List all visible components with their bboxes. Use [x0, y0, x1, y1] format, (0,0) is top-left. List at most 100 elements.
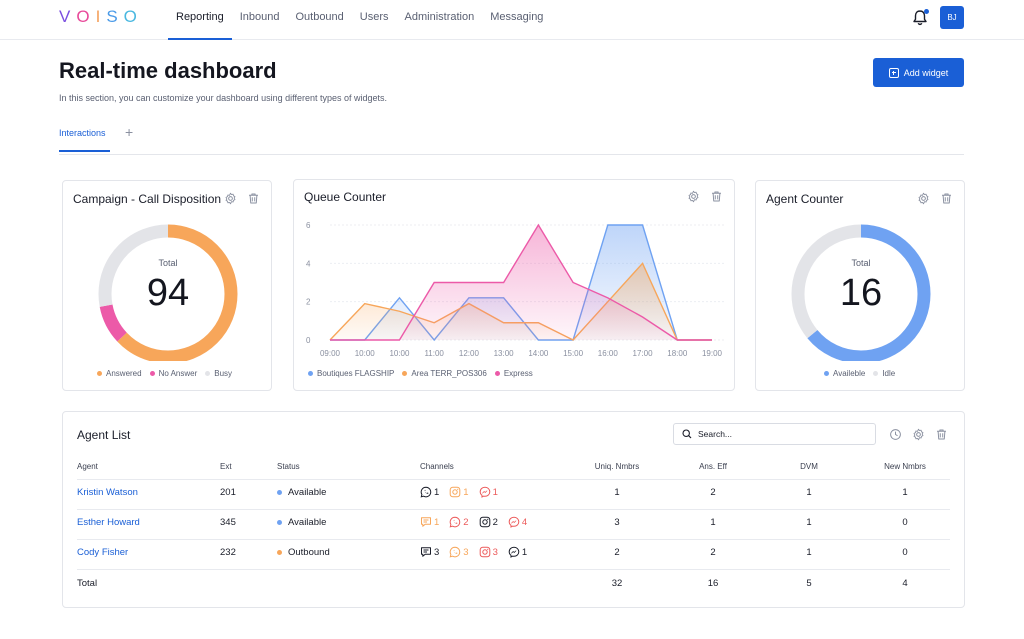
- metric-new: 0: [902, 517, 908, 528]
- whatsapp-icon: [420, 486, 432, 498]
- legend-dot: [149, 371, 155, 376]
- search-input[interactable]: [698, 429, 868, 439]
- campaign-legend: Answered No Answer Busy: [97, 369, 232, 378]
- gear-icon[interactable]: [917, 192, 930, 205]
- gear-icon[interactable]: [224, 192, 237, 205]
- status-label: Available: [288, 517, 327, 528]
- legend-dot: [308, 371, 313, 376]
- widget-actions: [687, 190, 723, 203]
- agent-search-box[interactable]: [673, 423, 876, 445]
- clock-history-icon[interactable]: [889, 428, 902, 441]
- agent-counter-legend: Availeble Idle: [824, 369, 895, 378]
- notifications-bell-icon[interactable]: [910, 8, 930, 28]
- metric-new: 1: [902, 487, 908, 498]
- add-widget-button[interactable]: Add widget: [873, 58, 964, 87]
- column-header: Agent: [77, 462, 98, 471]
- gear-icon[interactable]: [912, 428, 925, 441]
- tab-interactions[interactable]: Interactions: [59, 128, 110, 152]
- agent-counter-widget: Agent Counter Total 16 Availeble Idle: [755, 180, 965, 391]
- x-tick-label: 16:00: [598, 349, 619, 358]
- instagram-icon: [479, 546, 491, 558]
- logo-letter: O: [76, 7, 96, 26]
- series-area-2: [330, 225, 712, 340]
- logo-letter: S: [106, 7, 124, 26]
- trash-icon[interactable]: [940, 192, 953, 205]
- legend-dot: [824, 371, 829, 376]
- channel-item[interactable]: 1: [479, 486, 498, 498]
- row-divider: [77, 509, 950, 510]
- legend-label: Boutiques FLAGSHIP: [317, 369, 395, 378]
- legend-dot: [205, 371, 211, 376]
- total-ans-eff: 16: [707, 578, 719, 589]
- nav-item-messaging[interactable]: Messaging: [490, 11, 544, 23]
- status-label: Available: [288, 487, 327, 498]
- nav-item-reporting[interactable]: Reporting: [168, 0, 232, 40]
- column-header: DVM: [800, 462, 818, 471]
- row-divider: [77, 569, 950, 570]
- agent-name-link[interactable]: Cody Fisher: [77, 547, 129, 558]
- channel-item[interactable]: 1: [420, 516, 439, 528]
- channel-count: 3: [463, 546, 469, 558]
- channel-count: 1: [434, 516, 440, 528]
- legend-item: Idle: [873, 369, 895, 378]
- metric-uniq: 3: [614, 517, 620, 528]
- agent-counter-donut-chart: [791, 224, 931, 361]
- legend-item: Answered: [97, 369, 142, 378]
- widget-title: Agent Counter: [766, 192, 844, 206]
- agent-name-link[interactable]: Esther Howard: [77, 517, 140, 528]
- status-dot: [277, 550, 282, 555]
- column-header: Uniq. Nmbrs: [594, 462, 640, 471]
- x-tick-label: 17:00: [633, 349, 654, 358]
- channel-item[interactable]: 2: [479, 516, 498, 528]
- x-tick-label: 14:00: [528, 349, 549, 358]
- metric-dvm: 1: [806, 517, 812, 528]
- legend-label: Express: [503, 369, 533, 378]
- agent-channels: 3 3 3 1: [420, 546, 527, 558]
- channel-item[interactable]: 1: [508, 546, 527, 558]
- channel-item[interactable]: 3: [420, 546, 439, 558]
- total-label: Total: [77, 578, 98, 589]
- queue-counter-widget: Queue Counter 0 2 4 6 09:00 10:00 10:00 11:00 12…: [293, 179, 735, 391]
- page-title: Real-time dashboard: [59, 58, 277, 83]
- add-tab-button[interactable]: +: [125, 124, 134, 140]
- trash-icon[interactable]: [247, 192, 260, 205]
- logo-letter: V: [59, 7, 77, 26]
- trash-icon[interactable]: [710, 190, 723, 203]
- agent-total-value: 16: [839, 272, 883, 314]
- trash-icon[interactable]: [935, 428, 948, 441]
- gear-icon[interactable]: [687, 190, 700, 203]
- user-avatar[interactable]: BJ: [940, 6, 964, 29]
- nav-item-inbound[interactable]: Inbound: [239, 11, 280, 23]
- nav-item-users[interactable]: Users: [359, 11, 389, 23]
- legend-item: Availeble: [824, 369, 865, 378]
- channel-item[interactable]: 3: [449, 546, 469, 558]
- channel-item[interactable]: 3: [479, 546, 498, 558]
- x-tick-label: 18:00: [667, 349, 688, 358]
- channel-item[interactable]: 2: [449, 516, 469, 528]
- widget-title: Campaign - Call Disposition: [73, 192, 222, 206]
- channel-item[interactable]: 4: [508, 516, 527, 528]
- search-icon: [682, 429, 692, 439]
- channel-item[interactable]: 1: [449, 486, 469, 498]
- legend-dot: [494, 371, 500, 376]
- series-line-2: [330, 223, 712, 341]
- channel-item[interactable]: 1: [420, 486, 439, 498]
- channel-count: 2: [492, 516, 498, 528]
- legend-label: Busy: [214, 369, 233, 378]
- channel-count: 3: [434, 546, 440, 558]
- channel-count: 2: [463, 516, 469, 528]
- status-dot: [277, 520, 282, 525]
- chat-icon: [420, 516, 432, 528]
- legend-item: Busy: [205, 369, 232, 378]
- agent-name-link[interactable]: Kristin Watson: [77, 487, 138, 498]
- total-dvm: 5: [806, 578, 812, 589]
- whatsapp-icon: [449, 546, 461, 558]
- channel-count: 3: [492, 546, 498, 558]
- agent-ext: 232: [220, 547, 236, 558]
- metric-dvm: 1: [806, 487, 812, 498]
- nav-item-administration[interactable]: Administration: [404, 11, 475, 23]
- column-header: Status: [277, 462, 300, 471]
- nav-item-outbound[interactable]: Outbound: [295, 11, 344, 23]
